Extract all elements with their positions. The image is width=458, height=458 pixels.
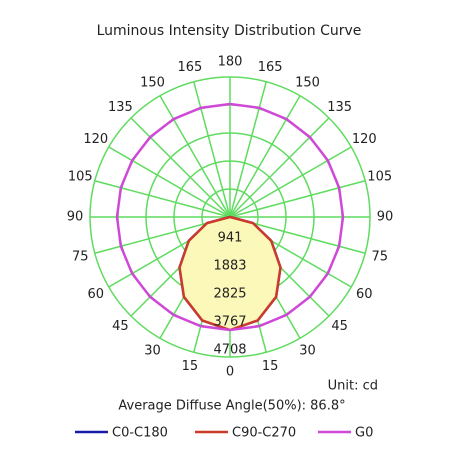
- angle-label: 75: [72, 250, 89, 265]
- angle-label: 60: [356, 287, 373, 302]
- grid-spoke: [94, 180, 231, 218]
- legend-label: G0: [355, 426, 373, 441]
- unit-note: Unit: cd: [328, 379, 378, 394]
- grid-spoke: [229, 95, 301, 218]
- diffuse-angle-note: Average Diffuse Angle(50%): 86.8°: [118, 399, 345, 414]
- angle-label: 45: [112, 319, 129, 334]
- angle-label: 150: [140, 75, 165, 90]
- angle-label: 15: [262, 359, 279, 374]
- angle-label: 135: [327, 100, 352, 115]
- angle-label: 105: [367, 169, 392, 184]
- chart-title: Luminous Intensity Distribution Curve: [97, 23, 362, 39]
- intensity-curve: [229, 215, 282, 332]
- grid-spoke: [229, 146, 352, 218]
- angle-label: 90: [377, 210, 394, 225]
- grid-spoke: [108, 146, 231, 218]
- grid-spoke: [130, 117, 231, 218]
- angle-label: 60: [87, 287, 104, 302]
- radial-tick-label: 1883: [213, 258, 246, 273]
- intensity-curve: [115, 102, 231, 332]
- angle-label: 120: [83, 132, 108, 147]
- angle-label: 0: [226, 365, 234, 380]
- angle-label: 15: [182, 359, 199, 374]
- angle-label: 150: [295, 75, 320, 90]
- intensity-curve: [229, 102, 345, 332]
- grid-spoke: [159, 95, 231, 218]
- radial-tick-label: 2825: [213, 287, 246, 302]
- angle-label: 90: [67, 210, 84, 225]
- legend-label: C90-C270: [232, 426, 296, 441]
- angle-label: 105: [68, 169, 93, 184]
- angle-label: 30: [299, 344, 316, 359]
- angle-label: 165: [258, 60, 283, 75]
- angle-label: 135: [108, 100, 133, 115]
- angle-label: 165: [177, 60, 202, 75]
- angle-label: 75: [371, 250, 388, 265]
- angle-label: 45: [331, 319, 348, 334]
- angle-label: 30: [144, 344, 161, 359]
- grid-spoke: [229, 180, 366, 218]
- grid-spoke: [193, 81, 231, 218]
- grid-spoke: [229, 81, 267, 218]
- legend-label: C0-C180: [112, 426, 168, 441]
- grid-spoke: [229, 117, 330, 218]
- radial-tick-label: 4708: [213, 343, 246, 358]
- angle-label: 180: [218, 55, 243, 70]
- radial-tick-label: 3767: [213, 315, 246, 330]
- angle-label: 120: [352, 132, 377, 147]
- radial-tick-label: 941: [218, 230, 243, 245]
- intensity-curve: [178, 215, 231, 332]
